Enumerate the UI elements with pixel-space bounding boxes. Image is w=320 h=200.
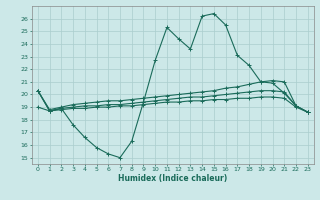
X-axis label: Humidex (Indice chaleur): Humidex (Indice chaleur): [118, 174, 228, 183]
